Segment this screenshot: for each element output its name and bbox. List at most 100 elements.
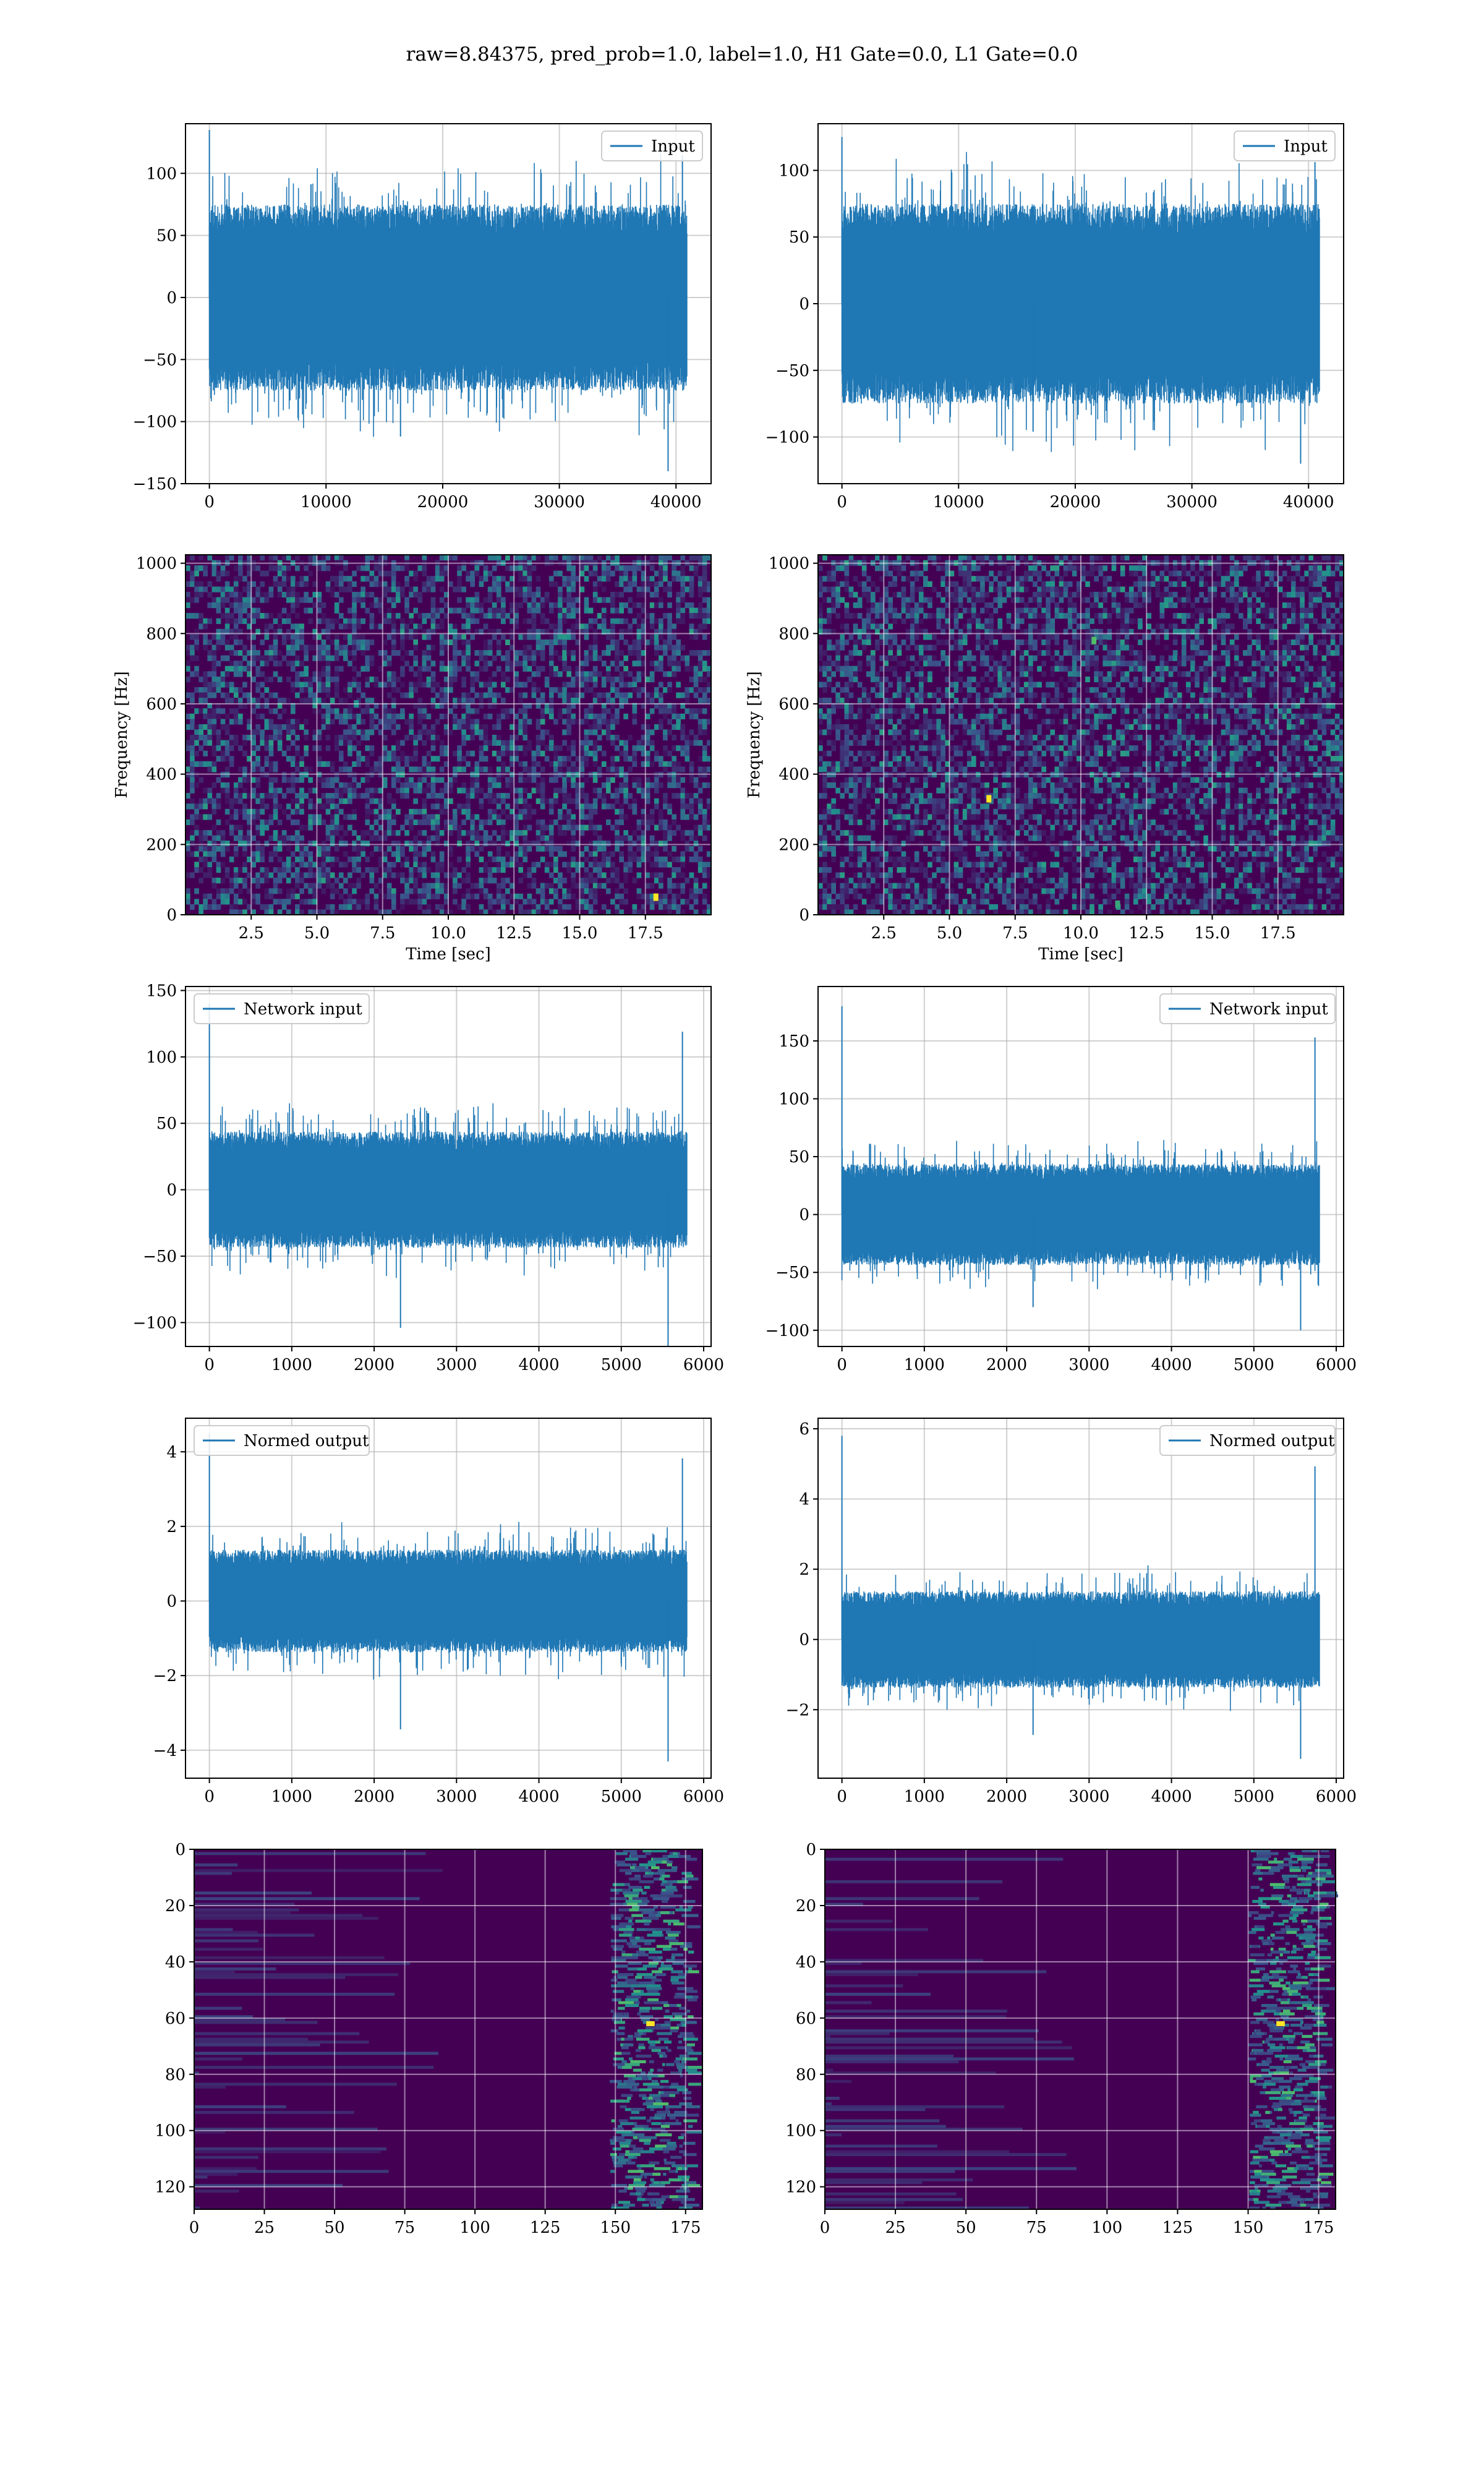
spectrogram-h1-cell [641,787,646,794]
spectrogram-h1-cell [207,761,213,767]
spectrogram-h1-cell [505,655,510,661]
spectrogram-h1-cell [588,750,594,756]
spectrogram-h1-cell [522,808,528,815]
spectrogram-h1-cell [233,639,239,646]
spectrogram-h1-cell [220,888,226,894]
spectrogram-h1-cell [312,671,318,677]
spectrogram-h1-cell [487,856,493,863]
spectrogram-h1-cell [706,682,712,688]
spectrogram-h1-cell [667,719,672,725]
spectrogram-h1-cell [273,639,278,646]
spectrogram-h1-cell [501,676,506,683]
spectrogram-h1-cell [382,830,388,836]
spectrogram-h1-cell [299,698,304,704]
spectrogram-h1-cell [501,597,506,603]
spectrogram-l1-cell [875,872,880,878]
spectrogram-h1-cell [571,862,576,868]
spectrogram-h1-cell [649,808,655,815]
spectrogram-h1-cell [273,888,278,894]
spectrogram-h1-cell [317,851,322,857]
spectrogram-h1-cell [487,798,493,804]
spectrogram-h1-cell [203,623,208,630]
spectrogram-h1-cell [190,555,195,561]
spectrogram-h1-cell [348,692,352,698]
spectrogram-h1-cell [251,634,256,640]
spectrogram-h1-cell [330,888,335,894]
spectrogram-l1-cell [831,565,836,571]
spectrogram-h1-cell [268,745,274,751]
spectrogram-h1-cell [641,835,646,841]
spectrogram-l1-cell [866,782,871,789]
spectrogram-l1-cell [844,687,850,693]
spectrogram-h1-cell [457,824,462,831]
spectrogram-h1-cell [510,750,514,756]
spectrogram-h1-cell [386,618,392,624]
spectrogram-h1-cell [610,899,615,905]
spectrogram-h1-cell [312,787,318,794]
spectrogram-h1-cell [186,597,190,603]
spectrogram-l1-cell [853,591,858,598]
spectrogram-l1-cell [848,830,854,836]
spectrogram-h1-cell [689,798,694,804]
spectrogram-h1-cell [264,698,270,704]
spectrogram-h1-cell [466,845,471,852]
spectrogram-h1-cell [479,607,484,614]
spectrogram-l1-cell [853,676,858,683]
spectrogram-h1-cell [422,666,427,672]
spectrogram-h1-cell [466,830,471,836]
spectrogram-l1-cell [848,703,854,709]
spectrogram-h1-cell [190,655,195,661]
spectrogram-h1-cell [224,671,230,677]
spectrogram-h1-cell [190,576,195,582]
spectrogram-h1-cell [615,719,620,725]
spectrogram-h1-cell [325,628,331,635]
spectrogram-h1-cell [474,766,480,773]
spectrogram-h1-cell [553,909,558,915]
spectrogram-h1-cell [255,729,260,735]
spectrogram-h1-cell [492,808,497,815]
spectrogram-h1-cell [649,729,655,735]
spectrogram-h1-cell [466,650,471,656]
spectrogram-l1-cell [818,581,823,587]
spectrogram-h1-cell [238,570,243,576]
spectrogram-h1-cell [216,676,221,683]
spectrogram-h1-cell [492,793,497,799]
spectrogram-h1-cell [260,597,265,603]
spectrogram-h1-cell [535,576,541,582]
spectrogram-l1-cell [888,666,893,672]
spectrogram-h1-cell [386,756,392,762]
spectrogram-h1-cell [325,634,331,640]
spectrogram-h1-cell [198,745,203,751]
spectrogram-l1-cell [857,639,863,646]
spectrogram-h1-cell [238,613,243,619]
spectrogram-h1-cell [325,581,331,587]
spectrogram-h1-cell [548,803,554,810]
spectrogram-h1-cell [680,724,686,730]
spectrogram-h1-cell [558,814,563,820]
spectrogram-h1-cell [281,835,287,841]
spectrogram-h1-cell [299,777,304,783]
spectrogram-h1-cell [579,750,585,756]
spectrogram-h1-cell [299,798,304,804]
spectrogram-h1-cell [531,878,537,884]
spectrogram-h1-cell [321,602,326,609]
spectrogram-h1-cell [317,777,322,783]
spectrogram-h1-cell [540,777,545,783]
spectrogram-l1-cell [879,703,884,709]
spectrogram-h1-cell [443,761,449,767]
spectrogram-h1-cell [466,698,471,704]
spectrogram-h1-cell [584,845,589,852]
spectrogram-l1-cell [888,623,893,630]
spectrogram-h1-cell [299,808,304,815]
spectrogram-h1-cell [365,655,370,661]
spectrogram-h1-cell [623,756,628,762]
spectrogram-h1-cell [522,777,528,783]
spectrogram-h1-cell [352,676,357,683]
spectrogram-h1-cell [470,819,475,826]
spectrogram-h1-cell [325,687,331,693]
spectrogram-h1-cell [443,682,449,688]
spectrogram-h1-cell [588,655,594,661]
spectrogram-h1-cell [535,787,541,794]
spectrogram-l1-cell [822,597,827,603]
spectrogram-h1-cell [439,713,445,719]
